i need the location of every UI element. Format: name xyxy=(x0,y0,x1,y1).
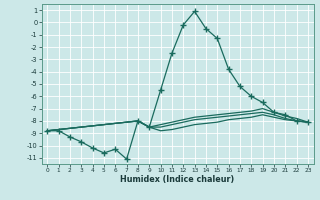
X-axis label: Humidex (Indice chaleur): Humidex (Indice chaleur) xyxy=(120,175,235,184)
